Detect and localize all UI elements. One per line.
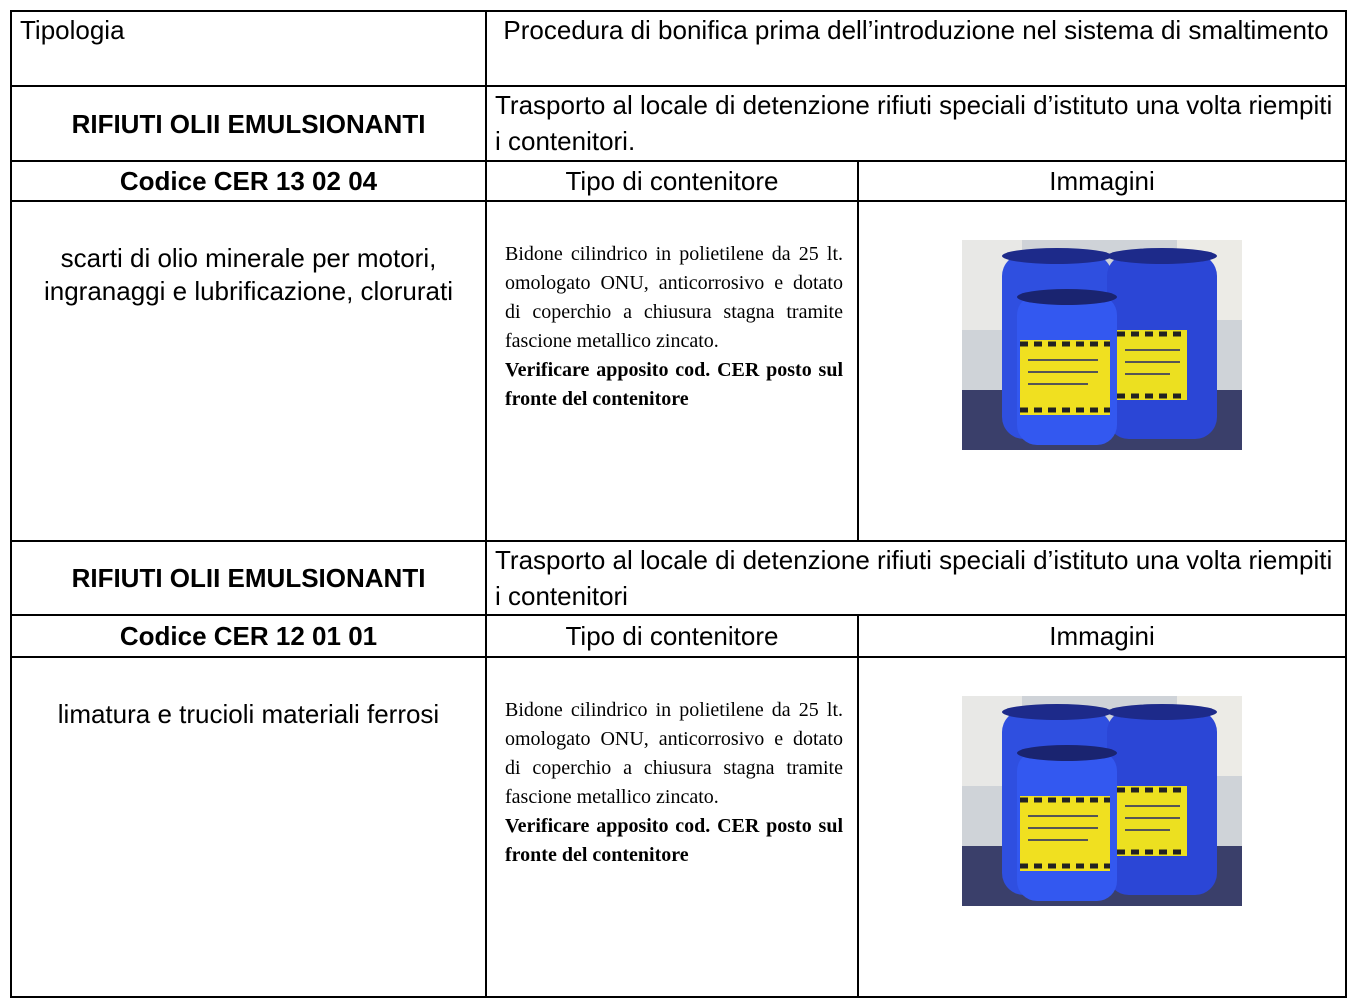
container-text: Bidone cilindrico in polietilene da 25 l… <box>505 243 843 352</box>
header-cell: Tipologia <box>10 10 487 87</box>
header-cell: Procedura di bonifica prima dell’introdu… <box>485 10 1347 87</box>
image-cell <box>857 656 1347 998</box>
procedure-cell: Trasporto al locale di detenzione rifiut… <box>485 85 1347 162</box>
image-cell <box>857 200 1347 542</box>
container-note: Verificare apposito cod. CER posto sul f… <box>505 359 843 410</box>
procedure-cell: Trasporto al locale di detenzione rifiut… <box>485 540 1347 616</box>
waste-table: Tipologia Procedura di bonifica prima de… <box>10 10 1347 998</box>
code-cell: Codice CER 13 02 04 <box>10 160 487 202</box>
content-row: scarti di olio minerale per motori, ingr… <box>10 200 1347 542</box>
table-body: Tipologia Procedura di bonifica prima de… <box>10 10 1347 998</box>
images-label-cell: Immagini <box>857 160 1347 202</box>
container-label-cell: Tipo di contenitore <box>485 614 859 658</box>
description-cell: scarti di olio minerale per motori, ingr… <box>10 200 487 542</box>
container-text: Bidone cilindrico in polietilene da 25 l… <box>505 699 843 808</box>
header-row: Tipologia Procedura di bonifica prima de… <box>10 10 1347 87</box>
category-row: RIFIUTI OLII EMULSIONANTI Trasporto al lo… <box>10 85 1347 162</box>
description-cell: limatura e trucioli materiali ferrosi <box>10 656 487 998</box>
container-label-cell: Tipo di contenitore <box>485 160 859 202</box>
category-cell: RIFIUTI OLII EMULSIONANTI <box>10 540 487 616</box>
container-note: Verificare apposito cod. CER posto sul f… <box>505 815 843 866</box>
container-cell: Bidone cilindrico in polietilene da 25 l… <box>485 200 859 542</box>
code-cell: Codice CER 12 01 01 <box>10 614 487 658</box>
code-row: Codice CER 12 01 01 Tipo di contenitore Im… <box>10 614 1347 658</box>
category-row: RIFIUTI OLII EMULSIONANTI Trasporto al lo… <box>10 540 1347 616</box>
barrel-photo <box>962 696 1242 906</box>
images-label-cell: Immagini <box>857 614 1347 658</box>
category-cell: RIFIUTI OLII EMULSIONANTI <box>10 85 487 162</box>
content-row: limatura e trucioli materiali ferrosi Bid… <box>10 656 1347 998</box>
barrel-photo <box>962 240 1242 450</box>
code-row: Codice CER 13 02 04 Tipo di contenitore Im… <box>10 160 1347 202</box>
container-cell: Bidone cilindrico in polietilene da 25 l… <box>485 656 859 998</box>
